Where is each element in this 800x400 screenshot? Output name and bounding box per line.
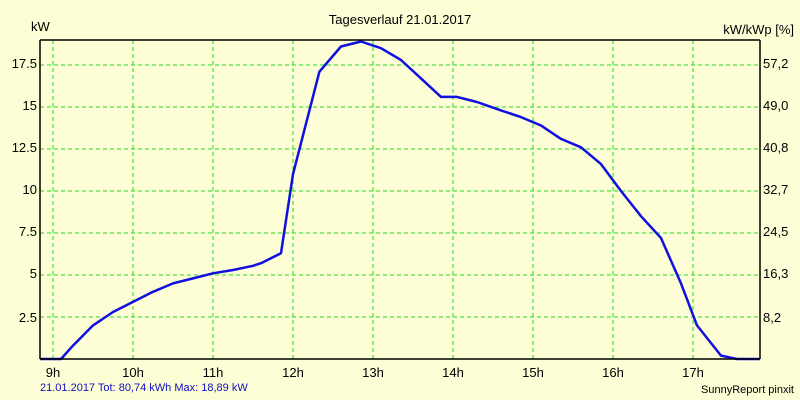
y-axis-right-label: kW/kWp [%] — [723, 22, 794, 37]
daily-summary: 21.01.2017 Tot: 80,74 kWh Max: 18,89 kW — [40, 382, 248, 394]
y-tick-left: 5 — [29, 266, 37, 281]
y-tick-left: 7.5 — [18, 224, 37, 239]
y-tick-right: 40,8 — [763, 140, 789, 155]
y-tick-right: 16,3 — [763, 266, 789, 281]
x-tick: 15h — [522, 365, 544, 380]
chart-title: Tagesverlauf 21.01.2017 — [328, 12, 472, 27]
y-tick-right: 24,5 — [763, 224, 789, 239]
x-tick: 9h — [45, 365, 61, 380]
credit-text: SunnyReport pinxit — [701, 384, 794, 396]
y-axis-left-label: kW — [31, 19, 50, 34]
x-tick: 14h — [442, 365, 464, 380]
grid-lines — [40, 40, 760, 359]
x-tick: 13h — [362, 365, 384, 380]
power-line-series — [40, 40, 760, 361]
y-tick-left: 12.5 — [11, 140, 37, 155]
y-tick-left: 17.5 — [11, 56, 37, 71]
axes-frame — [39, 39, 761, 360]
y-tick-left: 2.5 — [18, 310, 37, 325]
y-tick-right: 57,2 — [763, 56, 789, 71]
x-tick: 10h — [122, 365, 144, 380]
x-tick: 11h — [202, 365, 224, 380]
x-tick: 17h — [682, 365, 704, 380]
y-tick-left: 10 — [22, 182, 37, 197]
y-tick-left: 15 — [22, 98, 37, 113]
x-tick: 16h — [602, 365, 624, 380]
x-tick: 12h — [282, 365, 304, 380]
y-tick-right: 49,0 — [763, 98, 789, 113]
y-tick-right: 8,2 — [763, 310, 782, 325]
y-tick-right: 32,7 — [763, 182, 789, 197]
